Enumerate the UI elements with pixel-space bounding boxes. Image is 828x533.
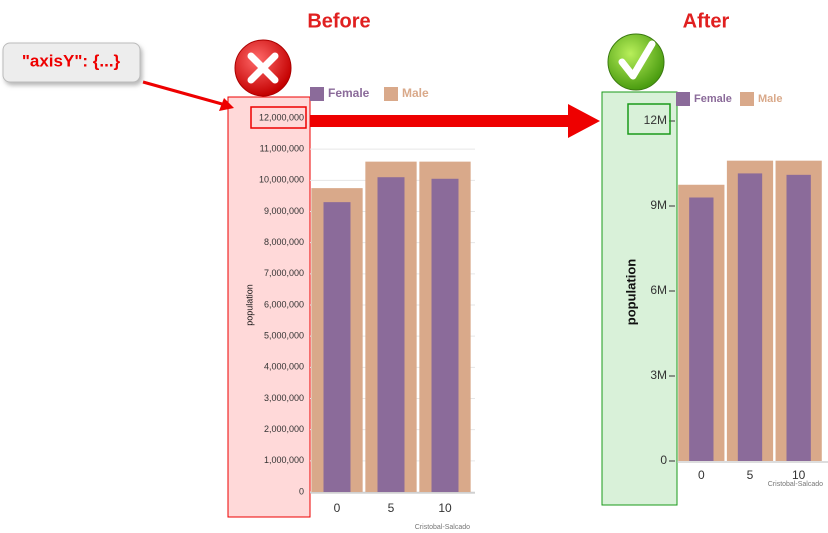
legend-label: Female <box>694 93 732 105</box>
bar <box>737 173 763 461</box>
y-tick-label: 12,000,000 <box>259 112 304 122</box>
highlight-layer <box>227 91 678 518</box>
legend-swatch <box>384 87 398 101</box>
legend-label: Male <box>758 93 782 105</box>
legend-label: Male <box>402 86 429 100</box>
check-mark <box>618 40 656 80</box>
x-tick-label: 5 <box>747 468 754 482</box>
annotation: "axisY": {...} <box>22 51 121 70</box>
y-tick-label: 7,000,000 <box>264 268 304 278</box>
credit: Cristobal-Salcado <box>768 481 823 488</box>
x-tick-label: 0 <box>334 501 341 515</box>
legend-swatch <box>676 92 690 106</box>
label-highlight <box>627 103 671 135</box>
legend-swatch <box>740 92 754 106</box>
bar <box>377 177 405 492</box>
y-tick-label: 9,000,000 <box>264 206 304 216</box>
y-tick-label: 5,000,000 <box>264 331 304 341</box>
y-tick-label: 6M <box>650 283 667 297</box>
y-tick-label: 0 <box>299 486 304 496</box>
y-tick-label: 8,000,000 <box>264 237 304 247</box>
y-tick-label: 2,000,000 <box>264 424 304 434</box>
legend-label: Female <box>328 86 370 100</box>
label-highlight <box>250 106 307 129</box>
y-tick-label: 12M <box>644 113 667 127</box>
y-tick-label: 3,000,000 <box>264 393 304 403</box>
x-tick-label: 0 <box>698 468 705 482</box>
check-icon <box>607 33 665 91</box>
cross-mark <box>247 52 279 84</box>
y-tick-label: 9M <box>650 198 667 212</box>
y-tick-label: 1,000,000 <box>264 455 304 465</box>
arrow <box>310 104 600 138</box>
y-tick-label: 4,000,000 <box>264 362 304 372</box>
annotation-box <box>2 42 141 83</box>
x-tick-label: 10 <box>438 501 452 515</box>
bar <box>431 178 459 492</box>
arrow <box>142 80 223 106</box>
chart-title: Before <box>307 10 370 32</box>
y-tick-label: 6,000,000 <box>264 299 304 309</box>
bar <box>323 202 351 492</box>
highlight-box <box>601 91 678 506</box>
highlight-box <box>227 96 311 518</box>
chart-title: After <box>683 10 730 32</box>
bar <box>786 174 811 462</box>
y-tick-label: 10,000,000 <box>259 175 304 185</box>
x-tick-label: 10 <box>792 468 806 482</box>
x-tick-label: 5 <box>388 501 395 515</box>
y-tick-label: 0 <box>660 453 667 467</box>
charts: Before 0 1,000,000 2,000,000 3,000,000 4,000,… <box>244 10 828 531</box>
legend-swatch <box>310 87 324 101</box>
bar <box>689 197 714 461</box>
y-tick-label: 11,000,000 <box>260 144 304 154</box>
y-axis-label: population <box>244 284 254 326</box>
y-tick-label: 3M <box>650 368 667 382</box>
arrow-head <box>219 98 234 111</box>
credit: Cristobal-Salcado <box>415 524 470 531</box>
y-axis-label: population <box>623 259 638 325</box>
overlay: "axisY": {...} <box>2 33 671 138</box>
